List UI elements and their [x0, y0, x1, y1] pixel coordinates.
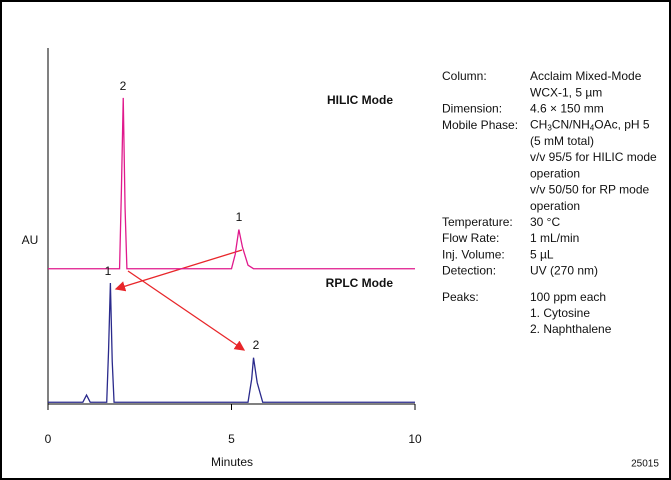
info-value-part: CH	[530, 118, 547, 132]
peak-label: 2	[253, 338, 260, 352]
x-tick-label: 5	[228, 432, 235, 446]
info-value: 100 ppm each	[530, 290, 606, 304]
info-label: Detection:	[442, 264, 496, 278]
info-value-part: OAc, pH 5	[594, 118, 650, 132]
x-tick-label: 10	[408, 432, 422, 446]
peak-label: 1	[105, 264, 112, 278]
info-value: WCX-1, 5 µm	[530, 85, 602, 99]
peak-label: 2	[120, 79, 127, 93]
info-label: Mobile Phase:	[442, 118, 518, 132]
info-value-part: CN/NH	[552, 118, 590, 132]
info-label: Peaks:	[442, 290, 479, 304]
y-axis-label: AU	[22, 233, 39, 247]
info-value-part: 3	[547, 124, 552, 133]
info-value: (5 mM total)	[530, 134, 594, 148]
info-value: UV (270 nm)	[530, 264, 598, 278]
arrow	[127, 270, 246, 351]
info-value: operation	[530, 199, 580, 213]
info-value-part: 4	[590, 124, 595, 133]
info-value: 30 °C	[530, 215, 560, 229]
figure-id: 25015	[631, 459, 659, 470]
info-label: Flow Rate:	[442, 231, 499, 245]
info-value: 2. Naphthalene	[530, 322, 612, 336]
info-value: 5 µL	[530, 247, 554, 261]
info-value: operation	[530, 166, 580, 180]
trace	[48, 282, 415, 403]
info-label: Dimension:	[442, 102, 502, 116]
trace	[48, 97, 415, 270]
x-axis-label: Minutes	[211, 455, 253, 469]
info-label: Temperature:	[442, 215, 513, 229]
peak-label: 1	[236, 210, 243, 224]
info-value: v/v 50/50 for RP mode	[530, 183, 650, 197]
info-value: Acclaim Mixed-Mode	[530, 69, 642, 83]
info-value: 1 mL/min	[530, 231, 579, 245]
mode-label: HILIC Mode	[327, 93, 393, 107]
info-value: 4.6 × 150 mm	[530, 102, 604, 116]
info-value: 1. Cytosine	[530, 306, 590, 320]
info-label: Inj. Volume:	[442, 247, 505, 261]
mode-label: RPLC Mode	[326, 276, 394, 290]
info-value: v/v 95/5 for HILIC mode	[530, 150, 657, 164]
info-value: CH3CN/NH4OAc, pH 5	[530, 118, 650, 133]
arrow	[114, 249, 243, 292]
info-label: Column:	[442, 69, 487, 83]
x-tick-label: 0	[45, 432, 52, 446]
